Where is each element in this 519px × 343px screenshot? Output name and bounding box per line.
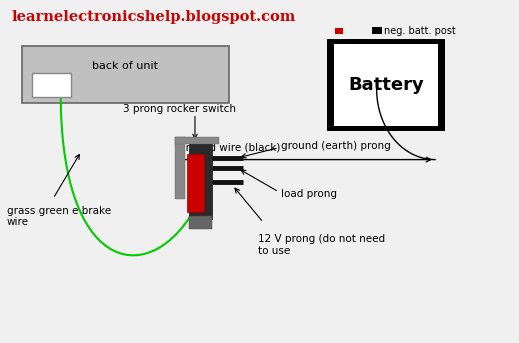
Text: learnelectronicshelp.blogspot.com: learnelectronicshelp.blogspot.com <box>12 10 296 24</box>
Bar <box>22 46 228 104</box>
Text: Battery: Battery <box>348 76 424 94</box>
Text: back of unit: back of unit <box>92 61 158 71</box>
Bar <box>372 27 382 34</box>
Bar <box>175 138 185 199</box>
Bar <box>188 144 212 219</box>
Text: ground (earth) prong: ground (earth) prong <box>281 141 391 151</box>
Text: 3 prong rocker switch: 3 prong rocker switch <box>122 104 236 114</box>
Text: ground wire (black): ground wire (black) <box>180 143 281 153</box>
Bar <box>326 39 445 131</box>
Bar <box>335 27 343 34</box>
Text: neg. batt. post: neg. batt. post <box>384 26 456 36</box>
Text: 12 V prong (do not need
to use: 12 V prong (do not need to use <box>258 235 385 256</box>
Text: grass green e brake
wire: grass green e brake wire <box>7 205 111 227</box>
Bar <box>175 138 219 144</box>
Bar <box>187 154 204 212</box>
Text: load prong: load prong <box>281 189 337 199</box>
Bar <box>334 44 438 126</box>
Bar <box>188 216 212 229</box>
Bar <box>32 73 71 97</box>
